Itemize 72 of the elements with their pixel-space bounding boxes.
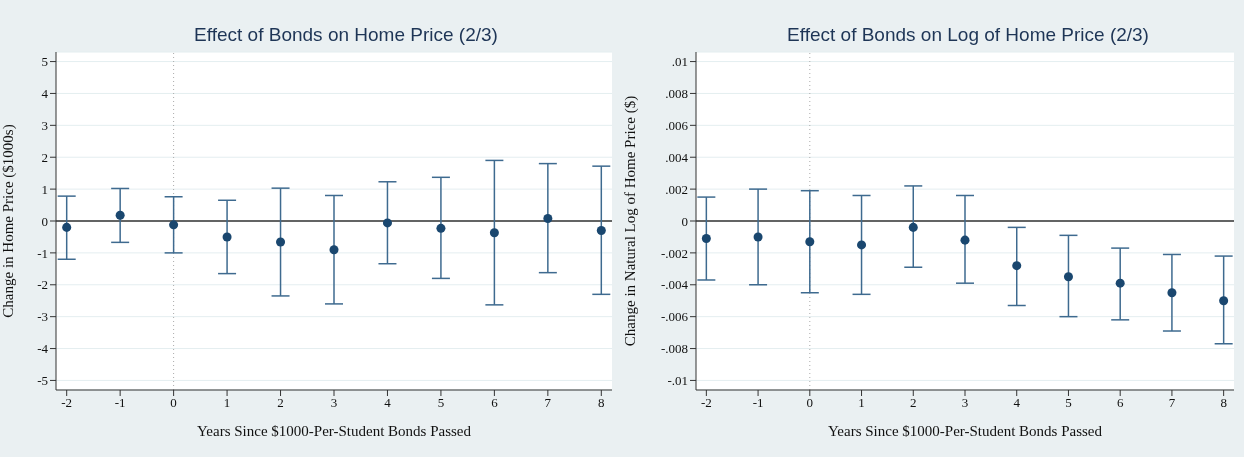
- point: [701, 234, 711, 244]
- point: [329, 245, 339, 255]
- y-tick-label: -1: [37, 245, 48, 261]
- point: [857, 240, 867, 250]
- y-tick-label: -3: [37, 309, 48, 325]
- x-tick-label: 1: [858, 395, 865, 411]
- y-tick-label: -.004: [660, 277, 689, 293]
- point: [115, 210, 125, 220]
- y-tick-label: .004: [665, 149, 689, 165]
- x-tick-label: 8: [1220, 395, 1227, 411]
- y-tick-label: -5: [37, 373, 48, 389]
- x-tick-label: -1: [114, 395, 126, 411]
- y-tick-label: 5: [41, 54, 48, 70]
- x-tick-label: 2: [277, 395, 284, 411]
- y-tick-label: .008: [665, 86, 688, 102]
- x-tick-label: 4: [1013, 395, 1021, 411]
- x-axis-title: Years Since $1000-Per-Student Bonds Passed: [197, 423, 472, 439]
- x-tick-label: 7: [1168, 395, 1176, 411]
- y-tick-label: 0: [41, 213, 48, 229]
- y-tick-label: 4: [41, 86, 49, 102]
- point: [1167, 288, 1177, 298]
- x-tick-label: 6: [491, 395, 499, 411]
- x-tick-label: 8: [598, 395, 605, 411]
- y-tick-label: -.002: [660, 245, 688, 261]
- y-tick-label: .01: [671, 54, 688, 70]
- y-axis-title: Change in Natural Log of Home Price ($): [622, 95, 640, 347]
- y-tick-label: -.006: [660, 309, 689, 325]
- y-tick-label: -.008: [660, 341, 688, 357]
- point: [753, 232, 763, 242]
- y-tick-label: 3: [41, 117, 48, 133]
- y-tick-label: 2: [41, 149, 48, 165]
- x-tick-label: 6: [1116, 395, 1124, 411]
- point: [62, 222, 72, 232]
- x-axis-title: Years Since $1000-Per-Student Bonds Passed: [828, 423, 1103, 439]
- point: [436, 223, 446, 233]
- point: [543, 213, 553, 223]
- y-axis-title: Change in Home Price ($1000s): [0, 124, 18, 318]
- point: [1115, 278, 1125, 288]
- y-tick-label: -.01: [667, 373, 688, 389]
- x-tick-label: 2: [910, 395, 917, 411]
- point: [805, 237, 815, 247]
- point: [382, 218, 392, 228]
- x-tick-label: 4: [384, 395, 392, 411]
- x-tick-label: 0: [170, 395, 177, 411]
- x-tick-label: 0: [806, 395, 814, 411]
- point: [908, 222, 918, 232]
- x-tick-label: 5: [437, 395, 445, 411]
- point: [169, 220, 179, 230]
- point: [489, 228, 499, 238]
- y-tick-label: 1: [41, 181, 48, 197]
- point: [596, 226, 606, 236]
- x-tick-label: 5: [1065, 395, 1072, 411]
- point: [960, 235, 970, 245]
- y-tick-label: -4: [37, 341, 49, 357]
- chart-title: Effect of Bonds on Home Price (2/3): [193, 24, 499, 47]
- y-tick-label: 0: [681, 213, 688, 229]
- x-tick-label: 7: [544, 395, 552, 411]
- point: [1012, 261, 1022, 271]
- point: [1063, 272, 1073, 282]
- x-tick-label: 3: [961, 395, 969, 411]
- point: [276, 237, 286, 247]
- point: [222, 232, 232, 242]
- x-tick-label: -1: [752, 395, 764, 411]
- y-tick-label: .002: [665, 181, 688, 197]
- point: [1219, 296, 1229, 306]
- chart-title: Effect of Bonds on Log of Home Price (2/3): [786, 24, 1150, 47]
- x-tick-label: -2: [700, 395, 712, 411]
- x-tick-label: 3: [330, 395, 338, 411]
- y-tick-label: .006: [665, 117, 689, 133]
- y-tick-label: -2: [37, 277, 48, 293]
- x-tick-label: -2: [61, 395, 73, 411]
- x-tick-label: 1: [223, 395, 231, 411]
